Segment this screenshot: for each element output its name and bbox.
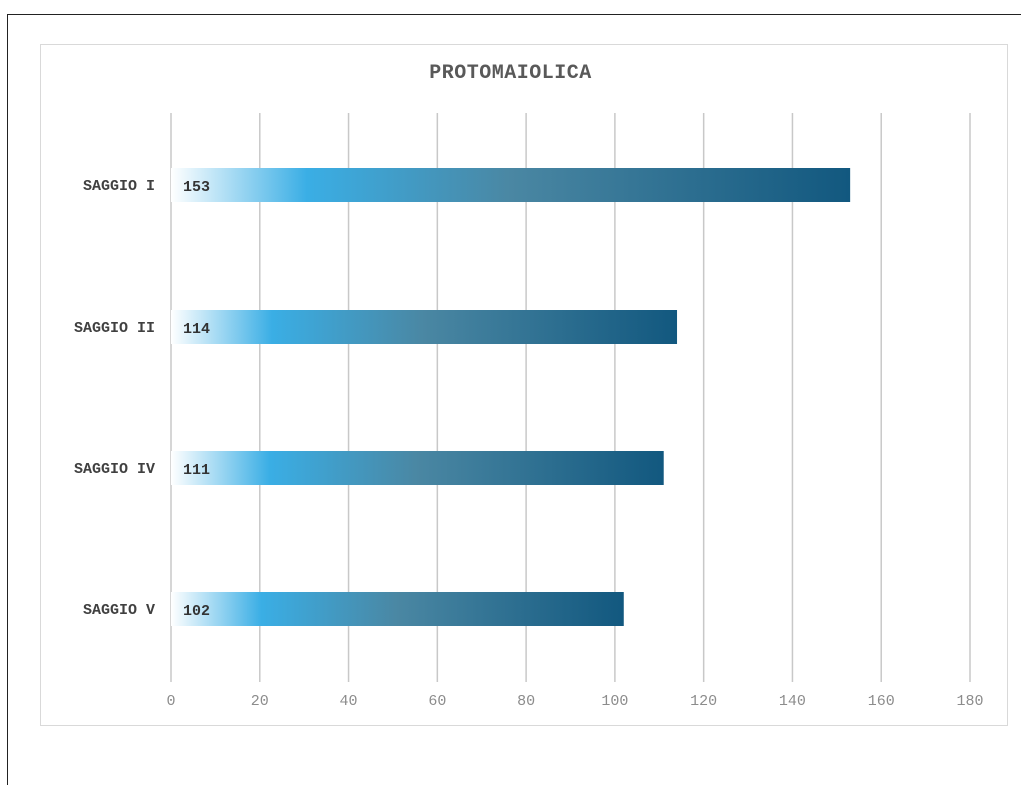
data-label: 102 <box>183 603 210 620</box>
grid-lines <box>170 113 971 682</box>
chart-title: PROTOMAIOLICA <box>429 62 592 85</box>
x-tick-label: 120 <box>690 693 717 710</box>
category-label: SAGGIO II <box>74 320 155 337</box>
bar-saggio-v <box>171 592 624 626</box>
x-tick-label: 80 <box>517 693 535 710</box>
category-label: SAGGIO IV <box>74 461 155 478</box>
x-tick-label: 20 <box>251 693 269 710</box>
x-tick-label: 100 <box>601 693 628 710</box>
page-frame <box>7 14 1021 785</box>
x-tick-label: 0 <box>166 693 175 710</box>
x-tick-label: 160 <box>868 693 895 710</box>
data-label: 114 <box>183 321 210 338</box>
x-tick-label: 60 <box>428 693 446 710</box>
x-tick-label: 40 <box>340 693 358 710</box>
bars <box>171 168 851 626</box>
bar-saggio-i <box>171 168 851 202</box>
labels: 0 20 40 60 80 100 120 140 160 180 SAGGIO I 153 SAGGI… <box>74 178 984 710</box>
data-label: 153 <box>183 179 210 196</box>
x-tick-label: 140 <box>779 693 806 710</box>
x-tick-label: 180 <box>956 693 983 710</box>
category-label: SAGGIO I <box>83 178 155 195</box>
data-label: 111 <box>183 462 210 479</box>
bar-saggio-iv <box>171 451 664 485</box>
bar-saggio-ii <box>171 310 678 344</box>
category-label: SAGGIO V <box>83 602 155 619</box>
